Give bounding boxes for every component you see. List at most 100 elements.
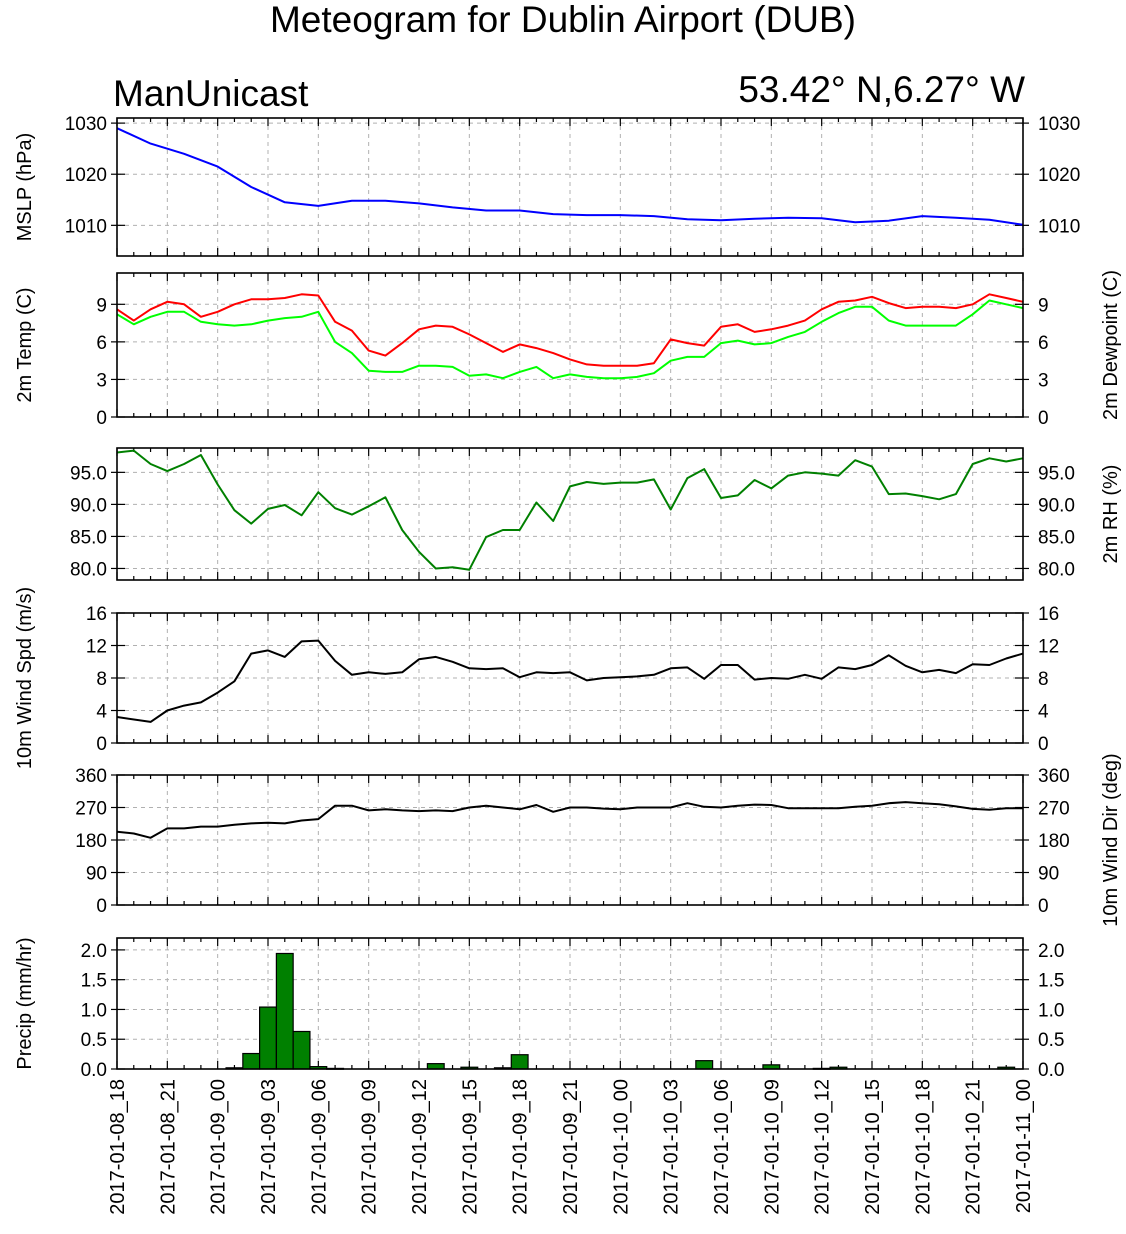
x-tick-label: 2017-01-08_21 — [157, 1079, 179, 1215]
panel-frame — [116, 937, 1024, 1070]
chart-title: Meteogram for Dublin Airport (DUB) — [269, 0, 857, 40]
y-tick-label-left: 1.5 — [81, 971, 107, 992]
y-tick-label-right: 0.5 — [1038, 1030, 1064, 1051]
x-tick-label: 2017-01-09_03 — [258, 1079, 280, 1215]
y-tick-label-left: 1030 — [65, 114, 107, 135]
y-tick-label-left: 3 — [96, 370, 107, 391]
y-tick-label-left: 12 — [86, 637, 107, 658]
x-tick-label: 2017-01-10_21 — [963, 1079, 985, 1215]
mslp-series-line-0 — [116, 127, 1024, 226]
y-tick-label-right: 80.0 — [1038, 559, 1075, 580]
y-tick-label-left: 1.0 — [81, 1000, 107, 1021]
y-tick-label-right: 16 — [1038, 604, 1059, 625]
y-tick-label-left: 90 — [86, 864, 107, 885]
temp-series-line-1 — [116, 299, 1024, 380]
y-tick-label-right: 1030 — [1038, 114, 1080, 135]
y-tick-label-left: 0 — [96, 896, 107, 917]
temp-series-line-0 — [116, 293, 1024, 367]
x-tick-label: 2017-01-10_15 — [862, 1079, 884, 1215]
y-tick-label-left: 95.0 — [70, 463, 107, 484]
precip-bar — [242, 1052, 261, 1070]
precip-bar — [426, 1063, 445, 1070]
x-tick-label: 2017-01-09_18 — [510, 1079, 532, 1215]
y-tick-label-right: 8 — [1038, 669, 1049, 690]
x-tick-label: 2017-01-10_06 — [711, 1079, 733, 1215]
x-tick-label: 2017-01-10_12 — [812, 1079, 834, 1215]
y-tick-label-left: 0 — [96, 408, 107, 429]
y-tick-label-right: 12 — [1038, 637, 1059, 658]
y-axis-title-left: Precip (mm/hr) — [14, 937, 36, 1069]
wspd-series-line-0 — [116, 639, 1024, 723]
y-tick-label-left: 0 — [96, 734, 107, 755]
y-tick-label-right: 4 — [1038, 702, 1049, 723]
y-axis-title-left: 10m Wind Spd (m/s) — [14, 587, 36, 769]
y-axis-title-left: MSLP (hPa) — [14, 133, 36, 242]
y-axis-title-right: 2m Dewpoint (C) — [1100, 270, 1122, 420]
y-tick-label-right: 6 — [1038, 333, 1049, 354]
y-tick-label-right: 90 — [1038, 864, 1059, 885]
y-tick-label-left: 2.0 — [81, 941, 107, 962]
y-tick-label-right: 180 — [1038, 831, 1070, 852]
y-tick-label-right: 0 — [1038, 896, 1049, 917]
x-tick-label: 2017-01-11_00 — [1013, 1079, 1035, 1213]
y-axis-title-right: 10m Wind Dir (deg) — [1100, 753, 1122, 926]
y-tick-label-left: 16 — [86, 604, 107, 625]
y-tick-label-right: 95.0 — [1038, 463, 1075, 484]
wdir-series-line-0 — [116, 801, 1023, 839]
x-tick-label: 2017-01-10_00 — [610, 1079, 632, 1215]
x-tick-label: 2017-01-09_12 — [409, 1079, 431, 1215]
y-tick-label-left: 270 — [75, 799, 107, 820]
location-label: 53.42° N,6.27° W — [738, 69, 1025, 110]
y-tick-label-left: 0.0 — [81, 1060, 107, 1081]
y-tick-label-right: 3 — [1038, 370, 1049, 391]
y-tick-label-left: 90.0 — [70, 495, 107, 516]
x-tick-label: 2017-01-10_03 — [661, 1079, 683, 1215]
model-label: ManUnicast — [113, 73, 309, 114]
y-tick-label-left: 80.0 — [70, 559, 107, 580]
y-axis-title-right: 2m RH (%) — [1100, 465, 1122, 564]
y-tick-label-right: 360 — [1038, 766, 1070, 787]
precip-bar — [695, 1060, 714, 1070]
y-tick-label-left: 1010 — [65, 216, 107, 237]
y-tick-label-right: 9 — [1038, 295, 1049, 316]
y-tick-label-left: 360 — [75, 766, 107, 787]
panel-temp: 0 0 3 3 6 6 9 9 2m Temp (C) 2m Dewpoint (C) — [14, 270, 1122, 429]
y-tick-label-right: 85.0 — [1038, 527, 1075, 548]
panel-frame — [116, 117, 1024, 257]
y-tick-label-left: 6 — [96, 333, 107, 354]
y-tick-label-right: 2.0 — [1038, 941, 1064, 962]
x-tick-label: 2017-01-09_00 — [208, 1079, 230, 1215]
panel-wdir: 0 0 90 90 180 180 270 270 360 360 10m Wind Dir (de… — [75, 753, 1122, 926]
x-tick-label: 2017-01-09_21 — [560, 1079, 582, 1215]
x-tick-label: 2017-01-10_09 — [761, 1079, 783, 1215]
x-tick-label: 2017-01-09_15 — [459, 1079, 481, 1215]
x-tick-label: 2017-01-09_09 — [359, 1079, 381, 1215]
y-tick-label-right: 0.0 — [1038, 1060, 1064, 1081]
y-tick-label-right: 0 — [1038, 734, 1049, 755]
panel-mslp: 1010 1010 1020 1020 1030 1030 MSLP (hPa) — [14, 114, 1080, 257]
y-tick-label-right: 0 — [1038, 408, 1049, 429]
y-tick-label-left: 180 — [75, 831, 107, 852]
precip-bar — [510, 1054, 529, 1070]
panel-frame — [116, 447, 1024, 581]
y-tick-label-right: 270 — [1038, 799, 1070, 820]
y-axis-title-left: 2m Temp (C) — [14, 287, 36, 402]
panel-frame — [116, 612, 1024, 744]
y-tick-label-left: 1020 — [65, 165, 107, 186]
precip-bar — [259, 1006, 277, 1070]
panel-rh: 80.0 80.0 85.0 85.0 90.0 90.0 95.0 95.0 2m RH (%… — [70, 447, 1122, 581]
y-tick-label-left: 0.5 — [81, 1030, 107, 1051]
y-tick-label-right: 1.0 — [1038, 1000, 1064, 1021]
panel-frame — [116, 272, 1024, 418]
y-tick-label-right: 1.5 — [1038, 971, 1064, 992]
precip-bar — [275, 952, 294, 1070]
y-tick-label-left: 4 — [96, 702, 107, 723]
x-tick-label: 2017-01-08_18 — [107, 1079, 129, 1215]
y-tick-label-right: 1010 — [1038, 216, 1080, 237]
y-tick-label-left: 85.0 — [70, 527, 107, 548]
panel-precip: 0.0 0.0 0.5 0.5 1.0 1.0 1.5 1.5 2.0 2.0 Precip (mm… — [14, 937, 1064, 1081]
panel-wspd: 0 0 4 4 8 8 12 12 16 16 10m Wind Spd (m/s) — [14, 587, 1059, 769]
precip-bar — [292, 1030, 311, 1070]
y-tick-label-left: 9 — [96, 295, 107, 316]
